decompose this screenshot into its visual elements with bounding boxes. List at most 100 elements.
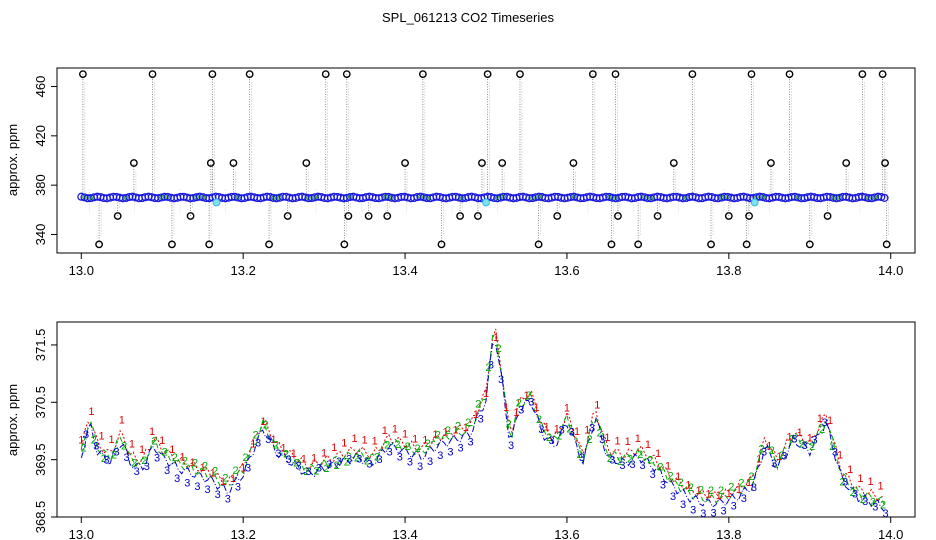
series-2-marker: 2	[799, 438, 805, 450]
series-3-marker: 3	[447, 447, 453, 459]
series-1-marker: 1	[635, 433, 641, 445]
spike-marker	[342, 70, 351, 79]
top-x-tick-label: 13.4	[392, 263, 417, 278]
series-3-marker: 3	[650, 469, 656, 481]
spike-marker	[437, 240, 446, 249]
series-3-marker: 3	[245, 463, 251, 475]
spike-marker	[634, 240, 643, 249]
series-3-marker: 3	[144, 461, 150, 473]
series-2-marker: 2	[151, 435, 157, 447]
series-3-marker: 3	[154, 453, 160, 465]
series-2-marker: 2	[263, 419, 269, 431]
series-2-marker: 2	[688, 482, 694, 494]
series-1-marker: 1	[604, 432, 610, 444]
series-1-marker: 1	[503, 402, 509, 414]
top-y-tick-label: 340	[33, 224, 48, 246]
series-2-marker: 2	[657, 462, 663, 474]
chart-title: SPL_061213 CO2 Timeseries	[382, 10, 554, 25]
series-1-marker: 1	[523, 390, 529, 402]
series-1-marker: 1	[331, 442, 337, 454]
spike-marker	[474, 212, 482, 220]
series-line-3	[80, 343, 885, 512]
series-1-marker: 1	[625, 436, 631, 448]
spike-marker	[858, 70, 867, 79]
spike-marker	[186, 212, 195, 220]
series-2-marker: 2	[313, 466, 319, 478]
series-2-marker: 2	[850, 487, 856, 499]
top-y-axis-label: approx. ppm	[5, 124, 20, 196]
series-2-marker: 2	[222, 473, 228, 485]
series-1-marker: 1	[78, 435, 84, 447]
series-2-marker: 2	[576, 449, 582, 461]
series-1-marker: 1	[270, 434, 276, 446]
bottom-plot-frame	[56, 321, 916, 518]
bottom-x-tick-label: 13.2	[231, 527, 256, 540]
spike-marker	[707, 240, 715, 249]
series-1-marker: 1	[675, 471, 681, 483]
series-1-marker: 1	[260, 416, 266, 428]
series-3-marker: 3	[771, 458, 777, 470]
series-1-marker: 1	[442, 426, 448, 438]
series-2-marker: 2	[394, 439, 400, 451]
series-3-marker: 3	[579, 452, 585, 464]
top-x-tick-label: 14.0	[878, 263, 903, 278]
spike-marker	[340, 240, 349, 249]
series-1-marker: 1	[706, 489, 712, 501]
series-3-marker: 3	[407, 457, 413, 469]
series-3-marker: 3	[852, 489, 858, 501]
series-1-marker: 1	[564, 403, 570, 415]
series-2-marker: 2	[425, 438, 431, 450]
series-2-marker: 2	[880, 500, 886, 512]
series-3-marker: 3	[801, 440, 807, 452]
series-1-marker: 1	[867, 476, 873, 488]
series-2-marker: 2	[516, 398, 522, 410]
series-2-marker: 2	[121, 441, 127, 453]
series-1-marker: 1	[200, 462, 206, 474]
spike-marker	[882, 240, 891, 249]
top-x-axis: 13.0 13.2 13.4 13.6 13.8 14.0	[69, 253, 903, 278]
series-1-marker: 1	[736, 484, 742, 496]
series-3-marker: 3	[619, 460, 625, 472]
series-3-marker: 3	[589, 422, 595, 434]
spike-marker	[742, 240, 751, 249]
top-y-tick-label: 460	[33, 76, 48, 98]
series-3-marker: 3	[417, 461, 423, 473]
spike-marker	[205, 240, 214, 249]
series-1-marker: 1	[220, 476, 226, 488]
series-1-marker: 1	[837, 449, 843, 461]
series-3-marker: 3	[255, 438, 261, 450]
series-3-marker: 3	[225, 494, 231, 506]
series-2-marker: 2	[131, 458, 137, 470]
spike-marker	[669, 159, 678, 167]
series-1-marker: 1	[544, 421, 550, 433]
series-2-marker: 2	[303, 466, 309, 478]
series-2-marker: 2	[860, 494, 866, 506]
spike-marker	[614, 212, 622, 220]
series-1-marker: 1	[483, 388, 489, 400]
series-3-marker: 3	[872, 501, 878, 513]
series-3-marker: 3	[387, 446, 393, 458]
series-2-marker: 2	[111, 449, 117, 461]
series-1-marker: 1	[584, 424, 590, 436]
spike-marker	[611, 70, 620, 79]
top-y-tick-label: 420	[33, 125, 48, 147]
series-2-marker: 2	[334, 460, 340, 472]
series-3-marker: 3	[609, 455, 615, 467]
series-2-marker: 2	[779, 450, 785, 462]
spike-marker	[129, 159, 138, 167]
series-2-marker: 2	[404, 441, 410, 453]
series-3-marker: 3	[640, 460, 646, 472]
series-3-marker: 3	[731, 501, 737, 513]
bottom-y-tick-label: 368.5	[33, 501, 48, 534]
series-3-marker: 3	[285, 454, 291, 466]
bottom-x-axis: 13.0 13.2 13.4 13.6 13.8 14.0	[69, 517, 903, 540]
series-1-marker: 1	[857, 473, 863, 485]
series-3-marker: 3	[832, 447, 838, 459]
series-1-marker: 1	[250, 439, 256, 451]
series-3-marker: 3	[427, 456, 433, 468]
series-1-marker: 1	[614, 435, 620, 447]
series-2-marker: 2	[819, 424, 825, 436]
series-2-marker: 2	[455, 421, 461, 433]
series-1-marker: 1	[726, 488, 732, 500]
